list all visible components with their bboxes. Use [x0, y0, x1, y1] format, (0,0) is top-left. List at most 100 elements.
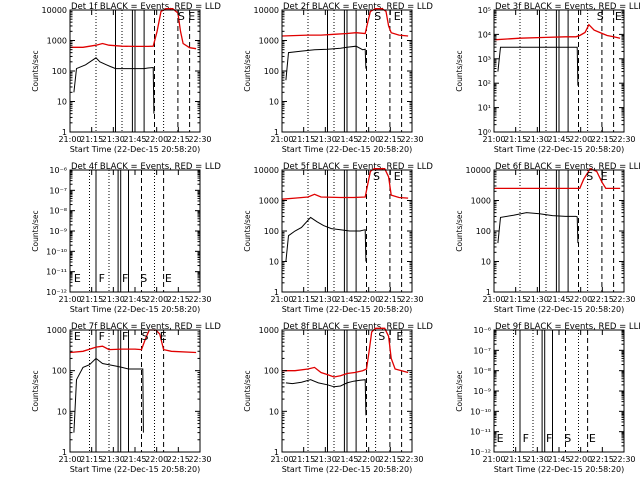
series-line — [73, 57, 155, 114]
y-tick-label: 10⁻¹¹ — [46, 268, 67, 277]
x-tick-label: 21:15 — [292, 295, 315, 304]
y-tick-label: 10⁻⁶ — [49, 166, 67, 175]
y-axis-label: Counts/sec — [31, 210, 40, 251]
x-tick-label: 22:00 — [569, 295, 592, 304]
y-tick-label: 10⁻⁸ — [49, 207, 67, 216]
y-tick-label: 10⁻⁶ — [473, 326, 491, 335]
series-line — [281, 168, 409, 200]
event-letter: F — [99, 272, 105, 285]
series-line — [497, 212, 579, 244]
y-tick-label: 100 — [264, 67, 279, 76]
x-tick-label: 22:15 — [591, 455, 614, 464]
panel-title: Det 9f BLACK = Events, RED = LLD — [495, 322, 640, 332]
y-tick-label: 10⁻⁹ — [473, 387, 491, 396]
y-tick-label: 10000 — [466, 166, 491, 175]
x-axis-label: Start Time (22-Dec-15 20:58:20) — [494, 305, 625, 314]
event-letter: S — [586, 170, 593, 183]
x-tick-label: 22:00 — [357, 455, 380, 464]
y-tick-label: 100 — [264, 367, 279, 376]
y-tick-label: 10 — [481, 258, 491, 267]
x-tick-label: 21:45 — [335, 295, 358, 304]
x-tick-label: 21:00 — [58, 295, 81, 304]
event-letter: S — [373, 170, 380, 183]
y-tick-label: 1000 — [259, 197, 279, 206]
x-tick-label: 22:30 — [612, 295, 635, 304]
y-tick-label: 1000 — [259, 326, 279, 335]
y-axis-label: Counts/sec — [243, 370, 252, 411]
y-tick-label: 100 — [264, 227, 279, 236]
x-tick-label: 22:00 — [145, 135, 168, 144]
x-tick-label: 21:15 — [80, 295, 103, 304]
x-tick-label: 22:15 — [591, 295, 614, 304]
x-tick-label: 22:30 — [612, 135, 635, 144]
x-tick-label: 22:15 — [379, 455, 402, 464]
y-tick-label: 10⁻¹² — [46, 288, 67, 297]
series-line — [285, 216, 367, 262]
event-letter: E — [74, 272, 81, 285]
y-tick-label: 10⁰ — [478, 128, 491, 137]
event-letter: E — [394, 10, 401, 23]
series-line — [70, 8, 197, 50]
x-tick-label: 21:15 — [504, 455, 527, 464]
x-tick-label: 21:45 — [547, 135, 570, 144]
event-letter: F — [546, 432, 552, 445]
y-tick-label: 10⁻⁷ — [49, 186, 67, 195]
x-tick-label: 21:15 — [80, 135, 103, 144]
x-tick-label: 21:45 — [123, 295, 146, 304]
x-tick-label: 22:30 — [188, 455, 211, 464]
x-tick-label: 21:00 — [58, 135, 81, 144]
event-letter: S — [564, 432, 571, 445]
y-axis-label: Counts/sec — [31, 370, 40, 411]
panel-title: Det 1f BLACK = Events, RED = LLD — [71, 2, 221, 12]
x-tick-label: 22:00 — [357, 135, 380, 144]
x-tick-label: 22:00 — [145, 295, 168, 304]
x-axis-label: Start Time (22-Dec-15 20:58:20) — [70, 465, 201, 474]
y-axis-label: Counts/sec — [455, 370, 464, 411]
x-tick-label: 21:00 — [270, 295, 293, 304]
x-tick-label: 21:15 — [292, 455, 315, 464]
x-axis-label: Start Time (22-Dec-15 20:58:20) — [282, 465, 413, 474]
y-tick-label: 10⁻⁸ — [473, 367, 491, 376]
series-line — [493, 23, 621, 41]
x-tick-label: 21:30 — [102, 295, 125, 304]
x-tick-label: 21:45 — [123, 135, 146, 144]
x-tick-label: 21:45 — [547, 455, 570, 464]
event-letter: F — [122, 272, 128, 285]
x-tick-label: 21:00 — [270, 455, 293, 464]
x-tick-label: 21:30 — [102, 135, 125, 144]
panel-title: Det 7f BLACK = Events, RED = LLD — [71, 322, 221, 332]
y-tick-label: 1000 — [47, 37, 67, 46]
x-tick-label: 21:30 — [526, 135, 549, 144]
event-letter: F — [523, 432, 529, 445]
series-line — [497, 46, 579, 86]
x-axis-label: Start Time (22-Dec-15 20:58:20) — [282, 145, 413, 154]
x-axis-label: Start Time (22-Dec-15 20:58:20) — [70, 145, 201, 154]
y-tick-label: 1 — [274, 288, 279, 297]
panel-title: Det 6f BLACK = Events, RED = LLD — [495, 162, 640, 172]
x-tick-label: 21:00 — [482, 455, 505, 464]
series-line — [73, 357, 144, 433]
y-axis-label: Counts/sec — [455, 50, 464, 91]
x-tick-label: 21:15 — [504, 295, 527, 304]
x-tick-label: 21:30 — [526, 295, 549, 304]
panel-title: Det 3f BLACK = Events, RED = LLD — [495, 2, 640, 12]
y-tick-label: 1 — [274, 448, 279, 457]
event-letter: F — [99, 330, 105, 343]
x-tick-label: 22:30 — [400, 135, 423, 144]
event-letter: E — [74, 330, 81, 343]
event-letter: S — [140, 272, 147, 285]
event-letter: E — [589, 432, 596, 445]
x-tick-label: 22:30 — [188, 295, 211, 304]
y-tick-label: 100 — [476, 227, 491, 236]
x-tick-label: 21:30 — [102, 455, 125, 464]
event-letter: S — [142, 330, 149, 343]
x-tick-label: 21:45 — [123, 455, 146, 464]
